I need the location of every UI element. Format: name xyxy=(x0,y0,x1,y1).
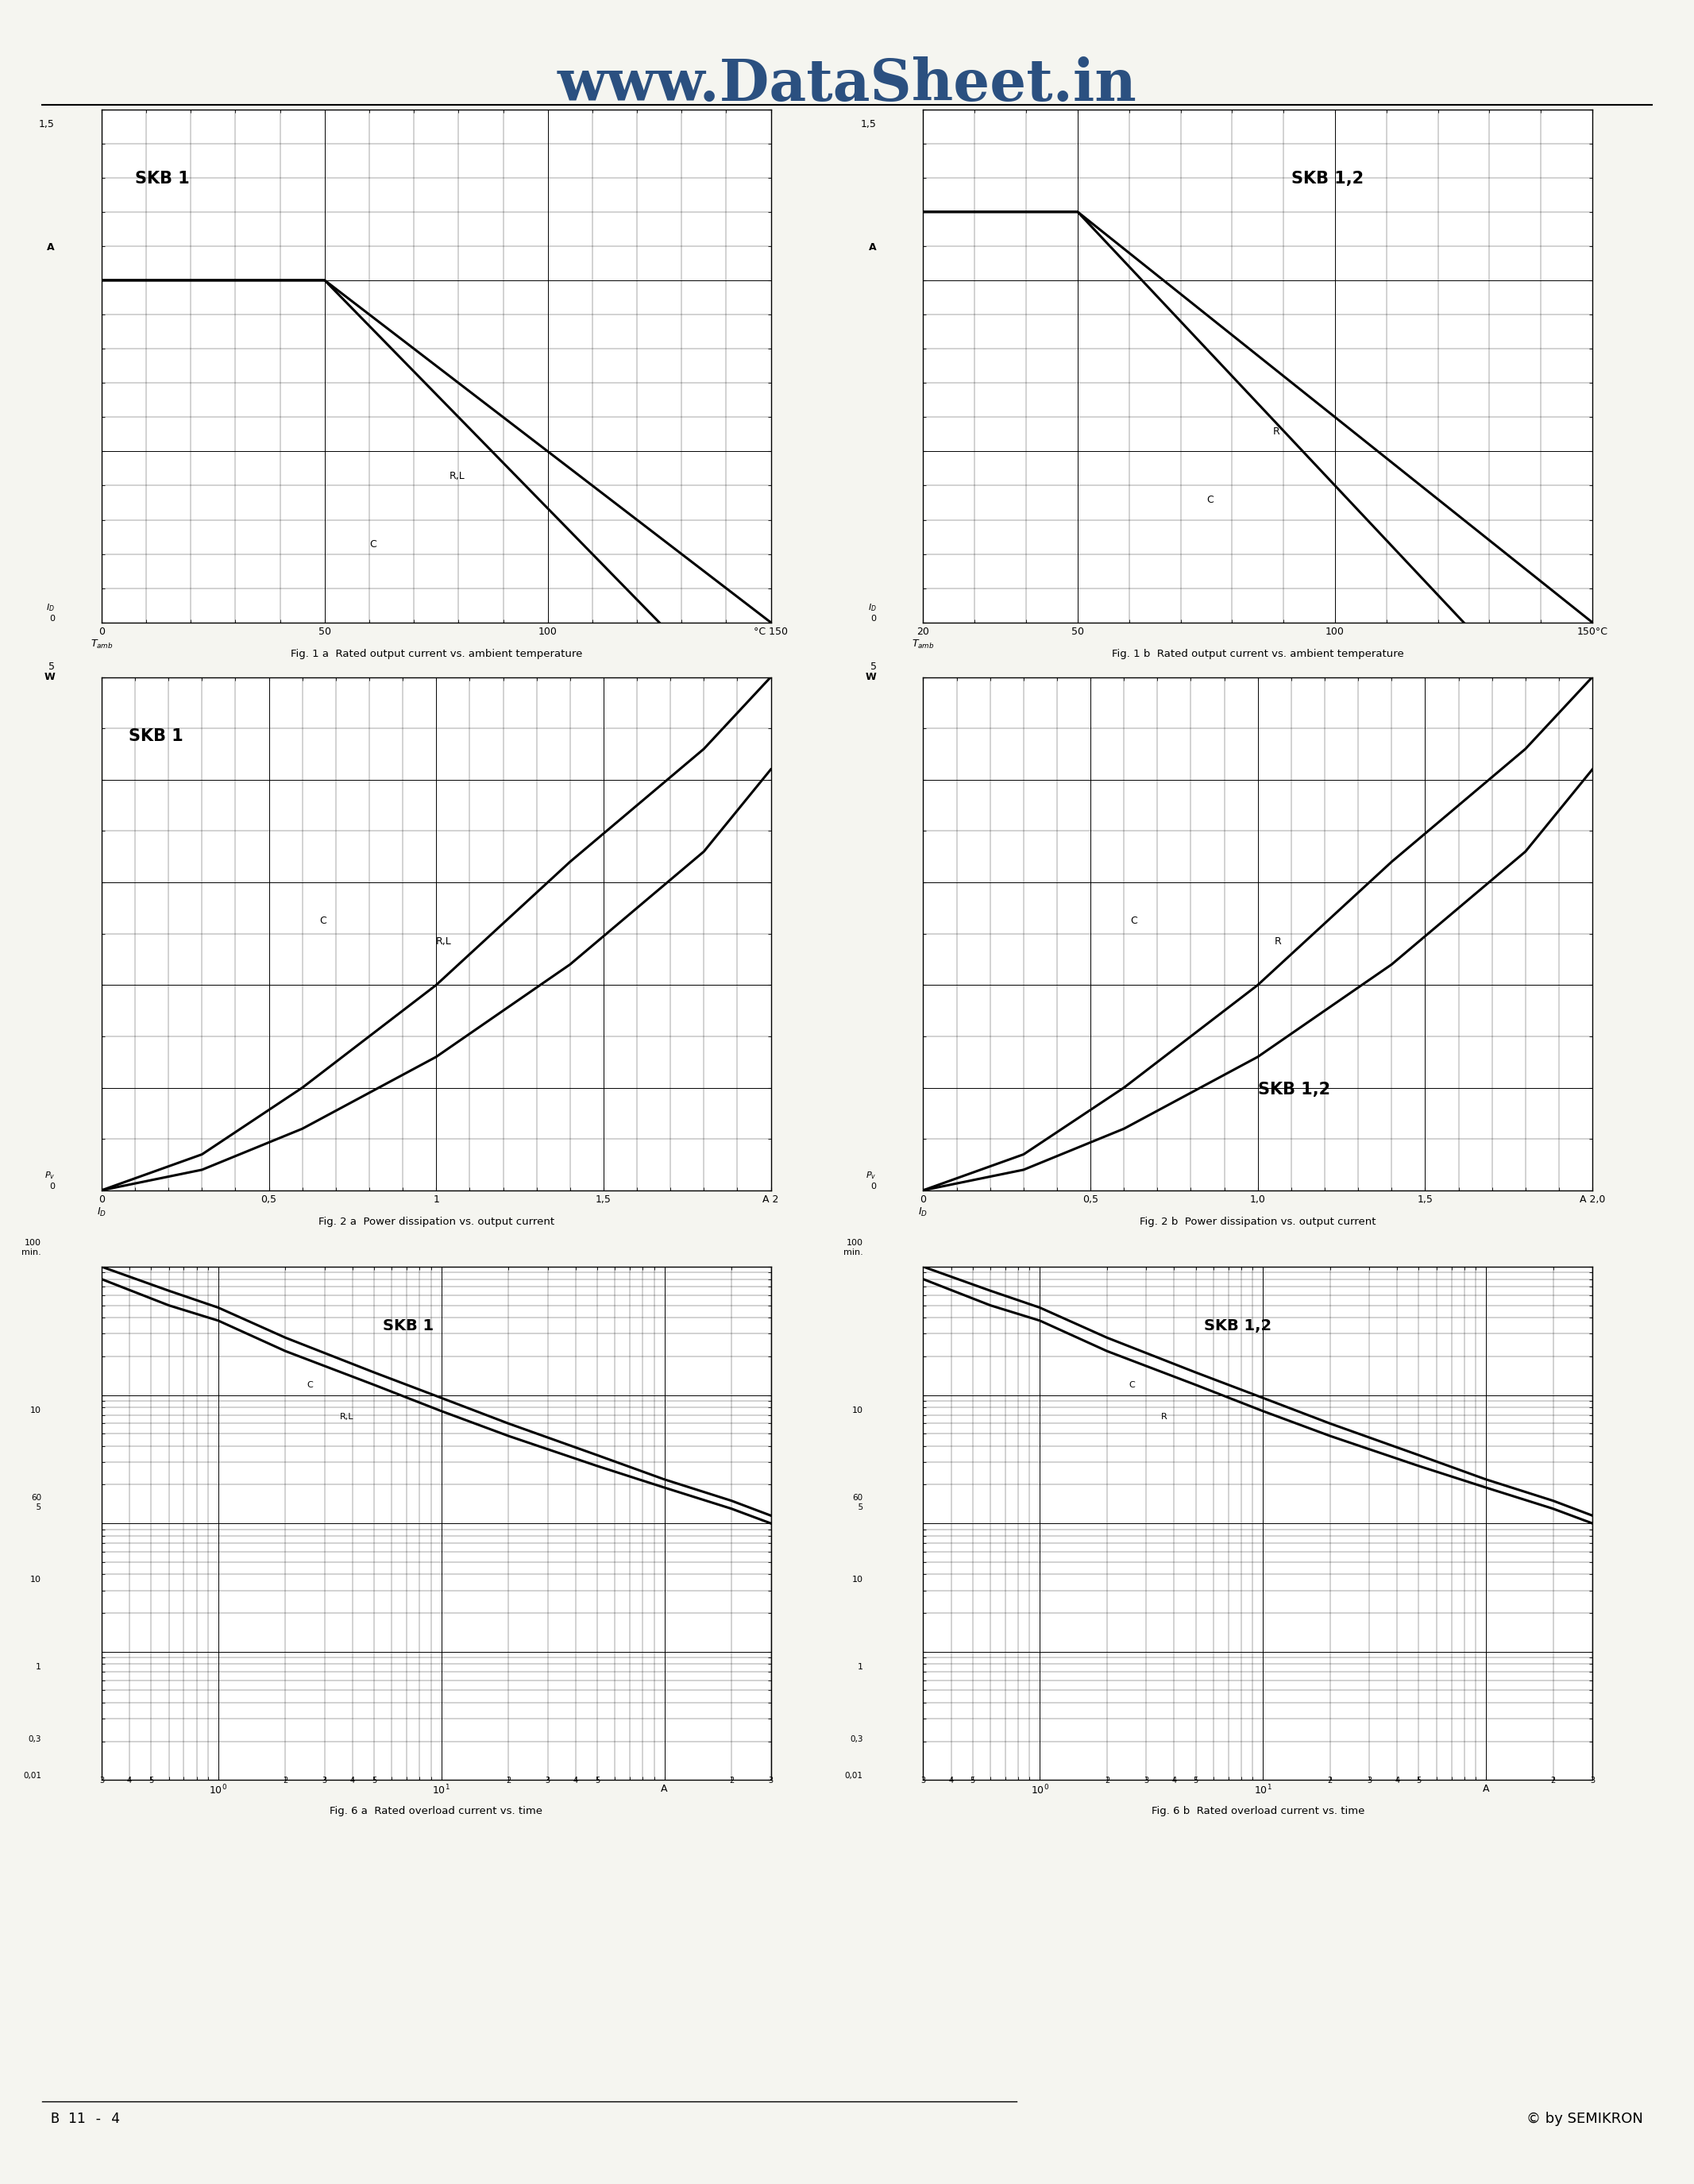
Text: 4: 4 xyxy=(1394,1778,1399,1784)
Text: 4: 4 xyxy=(949,1778,954,1784)
Text: W: W xyxy=(44,673,54,681)
Text: 0,01: 0,01 xyxy=(24,1771,41,1780)
Text: Fig. 6 a  Rated overload current vs. time: Fig. 6 a Rated overload current vs. time xyxy=(330,1806,542,1817)
Text: 3: 3 xyxy=(100,1778,103,1784)
Text: 1,5: 1,5 xyxy=(39,120,54,129)
Text: 3: 3 xyxy=(322,1778,327,1784)
Text: A: A xyxy=(869,242,876,253)
Text: C: C xyxy=(1130,915,1138,926)
Text: 4: 4 xyxy=(351,1778,356,1784)
Text: 3: 3 xyxy=(1367,1778,1372,1784)
Text: 10: 10 xyxy=(852,1577,862,1583)
Text: 0,3: 0,3 xyxy=(850,1734,862,1743)
Text: $P_v$
0: $P_v$ 0 xyxy=(866,1171,876,1190)
Text: 5: 5 xyxy=(971,1778,976,1784)
Text: Fig. 1 a  Rated output current vs. ambient temperature: Fig. 1 a Rated output current vs. ambien… xyxy=(290,649,583,660)
Text: 4: 4 xyxy=(127,1778,132,1784)
Text: 100
min.: 100 min. xyxy=(22,1238,41,1256)
Text: SKB 1,2: SKB 1,2 xyxy=(1257,1081,1330,1099)
Text: www.DataSheet.in: www.DataSheet.in xyxy=(557,57,1137,114)
Text: SKB 1: SKB 1 xyxy=(383,1319,434,1332)
Text: 2: 2 xyxy=(728,1778,734,1784)
Text: 5: 5 xyxy=(595,1778,600,1784)
Text: 5: 5 xyxy=(149,1778,154,1784)
Text: Fig. 2 a  Power dissipation vs. output current: Fig. 2 a Power dissipation vs. output cu… xyxy=(318,1216,554,1227)
Text: R: R xyxy=(1160,1413,1167,1420)
Text: 3: 3 xyxy=(769,1778,772,1784)
Text: Fig. 2 b  Power dissipation vs. output current: Fig. 2 b Power dissipation vs. output cu… xyxy=(1140,1216,1376,1227)
Text: $P_v$
0: $P_v$ 0 xyxy=(44,1171,54,1190)
Text: 2: 2 xyxy=(1550,1778,1555,1784)
Text: R: R xyxy=(1274,937,1281,946)
Text: 3: 3 xyxy=(545,1778,551,1784)
Text: SKB 1: SKB 1 xyxy=(129,729,183,745)
Text: 2: 2 xyxy=(1328,1778,1333,1784)
Text: 3: 3 xyxy=(1591,1778,1594,1784)
Text: 4: 4 xyxy=(1172,1778,1177,1784)
Text: C: C xyxy=(1206,496,1213,505)
Text: SKB 1,2: SKB 1,2 xyxy=(1204,1319,1272,1332)
Text: 4: 4 xyxy=(573,1778,578,1784)
Text: 60
  5: 60 5 xyxy=(852,1494,862,1511)
Text: $I_D$
0: $I_D$ 0 xyxy=(46,603,54,622)
Text: 2: 2 xyxy=(507,1778,512,1784)
Text: R,L: R,L xyxy=(437,937,452,946)
Text: 5: 5 xyxy=(871,662,876,673)
Text: 10: 10 xyxy=(30,1577,41,1583)
Text: C: C xyxy=(369,539,376,550)
Text: 5: 5 xyxy=(1416,1778,1421,1784)
Text: W: W xyxy=(866,673,876,681)
Text: 5: 5 xyxy=(1193,1778,1198,1784)
Text: C: C xyxy=(307,1380,313,1389)
Text: R,L: R,L xyxy=(339,1413,354,1420)
Text: 10: 10 xyxy=(30,1406,41,1415)
Text: 60
  5: 60 5 xyxy=(30,1494,41,1511)
Text: 1: 1 xyxy=(36,1662,41,1671)
Text: 1,5: 1,5 xyxy=(861,120,876,129)
Text: 10: 10 xyxy=(852,1406,862,1415)
Text: R,L: R,L xyxy=(449,472,466,480)
Text: 2: 2 xyxy=(1104,1778,1110,1784)
Text: C: C xyxy=(318,915,325,926)
Text: SKB 1: SKB 1 xyxy=(136,170,190,186)
Text: $I_D$
0: $I_D$ 0 xyxy=(867,603,876,622)
Text: 1: 1 xyxy=(857,1662,862,1671)
Text: Fig. 6 b  Rated overload current vs. time: Fig. 6 b Rated overload current vs. time xyxy=(1152,1806,1364,1817)
Text: 100
min.: 100 min. xyxy=(844,1238,862,1256)
Text: 3: 3 xyxy=(922,1778,925,1784)
Text: B 11 - 4: B 11 - 4 xyxy=(51,2112,120,2127)
Text: C: C xyxy=(1128,1380,1135,1389)
Text: 5: 5 xyxy=(371,1778,376,1784)
Text: Fig. 1 b  Rated output current vs. ambient temperature: Fig. 1 b Rated output current vs. ambien… xyxy=(1111,649,1404,660)
Text: 0,01: 0,01 xyxy=(845,1771,862,1780)
Text: R: R xyxy=(1274,426,1281,437)
Text: 0,3: 0,3 xyxy=(29,1734,41,1743)
Text: © by SEMIKRON: © by SEMIKRON xyxy=(1526,2112,1643,2127)
Text: SKB 1,2: SKB 1,2 xyxy=(1291,170,1364,186)
Text: 2: 2 xyxy=(283,1778,288,1784)
Text: 5: 5 xyxy=(49,662,54,673)
Text: A: A xyxy=(47,242,54,253)
Text: 3: 3 xyxy=(1143,1778,1149,1784)
